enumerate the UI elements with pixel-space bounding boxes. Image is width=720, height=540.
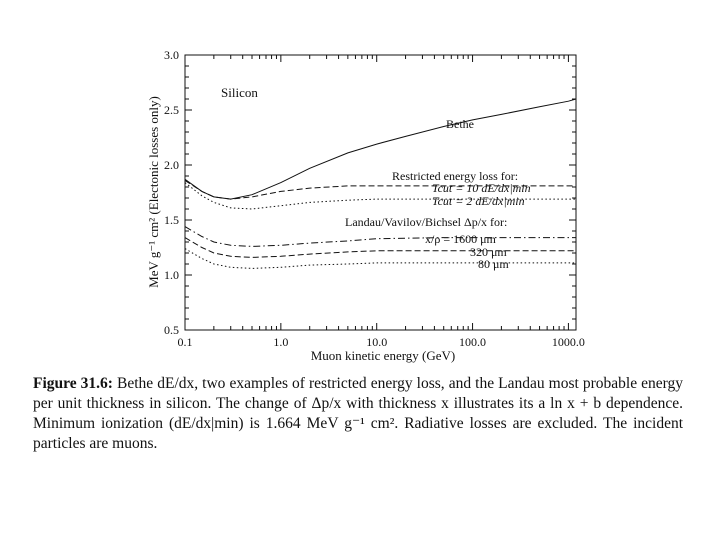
y-tick-label: 0.5: [164, 323, 179, 337]
series-line-3: [184, 182, 576, 210]
x-tick-label: 1000.0: [552, 335, 585, 349]
y-axis-title: MeV g⁻¹ cm² (Electonic losses only): [146, 96, 161, 288]
series-line-6: [184, 248, 576, 269]
x-tick-label: 10.0: [366, 335, 387, 349]
annotation-landau-1600: x/ρ = 1600 μm: [425, 232, 497, 246]
panel-label: Silicon: [221, 85, 258, 100]
plot-frame: [184, 54, 577, 331]
figure-caption: Figure 31.6: Bethe dE/dx, two examples o…: [33, 374, 683, 454]
x-tick-labels: 0.1 1.0 10.0 100.0 1000.0: [178, 335, 585, 349]
y-tick-label: 1.0: [164, 268, 179, 282]
series-label-bethe: Bethe: [446, 117, 474, 131]
y-tick-label: 2.0: [164, 158, 179, 172]
y-tick-label: 2.5: [164, 103, 179, 117]
x-axis-title: Muon kinetic energy (GeV): [311, 348, 456, 363]
series-line-5: [184, 237, 576, 258]
y-tick-label: 1.5: [164, 213, 179, 227]
x-tick-label: 100.0: [459, 335, 486, 349]
x-tick-label: 1.0: [273, 335, 288, 349]
x-tick-label: 0.1: [178, 335, 193, 349]
y-tick-label: 3.0: [164, 48, 179, 62]
annotation-landau-header: Landau/Vavilov/Bichsel Δp/x for:: [345, 215, 507, 229]
dedx-chart: 0.5 1.0 1.5 2.0 2.5 3.0 0.1 1.0 10.0 100.0 1000.0…: [146, 48, 585, 363]
annotation-restricted-2: Tcut = 2 dE/dx|min: [432, 194, 525, 208]
annotation-restricted-10: Tcut = 10 dE/dx|min: [432, 181, 531, 195]
annotation-restricted-header: Restricted energy loss for:: [392, 169, 518, 183]
series-layer: [184, 98, 577, 269]
annotation-landau-320: 320 μm: [470, 245, 507, 259]
series-line-2: [184, 179, 576, 200]
annotation-landau-80: 80 μm: [478, 257, 509, 271]
y-tick-labels: 0.5 1.0 1.5 2.0 2.5 3.0: [164, 48, 179, 337]
caption-text: Bethe dE/dx, two examples of restricted …: [33, 375, 684, 452]
series-line-4: [184, 226, 576, 247]
caption-label: Figure 31.6:: [33, 375, 113, 392]
